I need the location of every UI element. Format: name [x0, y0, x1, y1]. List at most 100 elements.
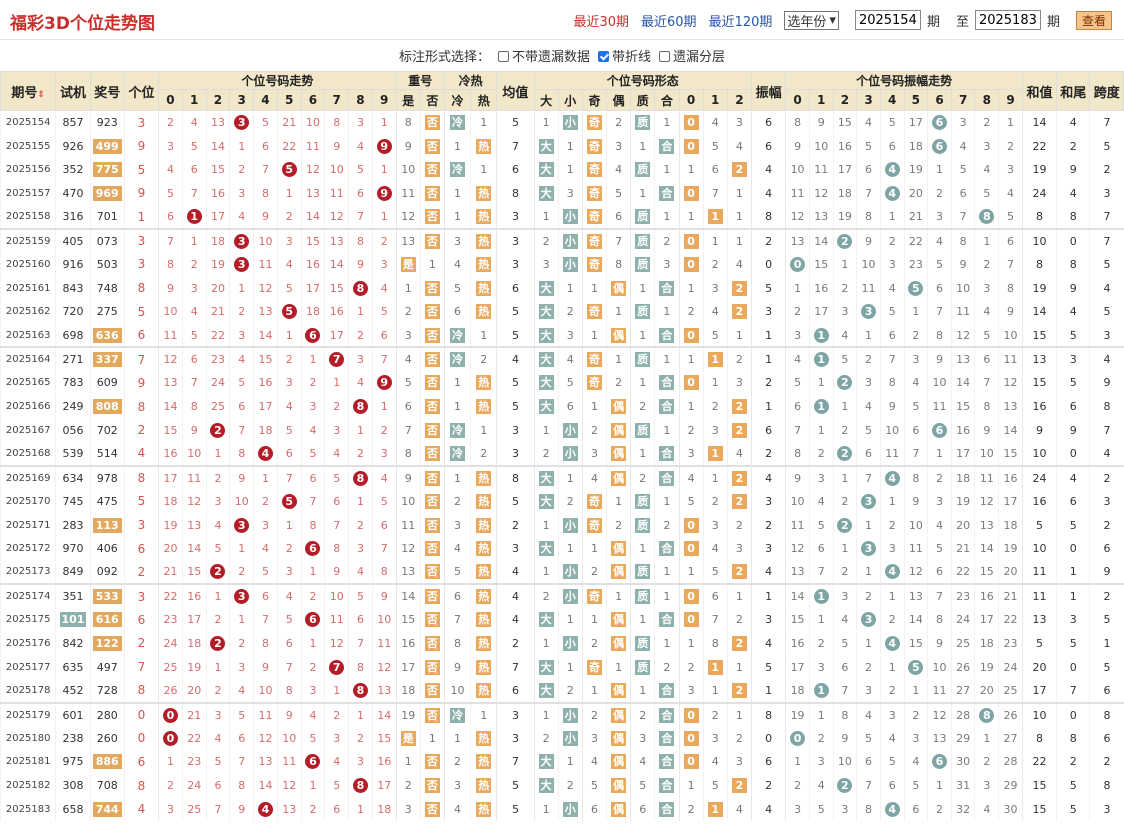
option-omission-layer[interactable]: 遗漏分层: [659, 46, 725, 65]
amp-trend-cell: 12: [974, 489, 999, 514]
amp-trend-cell: 2: [927, 181, 952, 206]
route-cell: 2: [726, 560, 752, 585]
trend-cell: 12: [371, 655, 397, 679]
amp-trend-cell: 1: [903, 679, 928, 703]
amp-trend-cell: 16: [998, 464, 1023, 490]
trend-cell: 8: [229, 442, 254, 466]
gw-cell: 3: [123, 110, 159, 135]
amp-trend-cell: 3: [856, 300, 881, 324]
trend-cell: 6: [300, 607, 325, 632]
pr-cell-mark: 合: [659, 470, 675, 486]
trend-cell: 19: [158, 513, 183, 537]
kj-cell: 406: [89, 536, 125, 561]
pa-cell: 偶: [606, 750, 631, 774]
option-no-omission[interactable]: 不带遗漏数据: [497, 46, 590, 65]
amp-trend-cell: 12: [998, 371, 1023, 395]
hotcold-cell: 3: [443, 513, 471, 537]
amp-trend-cell: 19: [785, 701, 810, 727]
hotcold-cell: 6: [443, 583, 471, 608]
link-recent-120[interactable]: 最近120期: [708, 14, 773, 30]
option-with-line[interactable]: 带折线: [598, 46, 651, 65]
pa-cell: 2: [581, 701, 607, 727]
amp-trend-cell: 25: [998, 679, 1023, 703]
sz-cell-mark: 大: [538, 327, 554, 343]
route-cell: 2: [726, 773, 752, 798]
span-cell: 5: [1089, 300, 1124, 324]
amp-trend-cell-mark: 0: [790, 256, 806, 272]
gw-cell: 9: [123, 134, 159, 158]
repeat-cell: 11: [395, 513, 421, 537]
route-cell: 5: [702, 323, 728, 348]
table-row: 2025174 351 533 3 22 16 1 3 6 4 2 10 5 9 14 否 6 热 4 2 小奇 1 质 1 0…: [0, 583, 1124, 608]
sz-cell-mark: 小: [562, 115, 578, 131]
route-cell: 0: [678, 134, 704, 158]
to-period-input[interactable]: [974, 10, 1041, 30]
trend-cell: 15: [371, 726, 397, 751]
amp-digit-2: 2: [832, 89, 858, 111]
amp-trend-cell-mark: 1: [813, 682, 829, 698]
trend-digit-8: 8: [348, 89, 373, 111]
hotcold-cell: 2: [470, 346, 497, 372]
hotcold-cell: 冷: [443, 701, 471, 727]
from-period-input[interactable]: [854, 10, 921, 30]
amp-trend-cell-mark: 5: [908, 659, 924, 675]
pr-cell: 合: [654, 679, 679, 703]
trend-cell: 6: [181, 346, 207, 372]
header-period[interactable]: 期号⇕: [0, 71, 57, 111]
trend-cell: 5: [371, 300, 397, 324]
amp-cell: 0: [750, 726, 786, 751]
hotcold-cell-mark: 热: [476, 635, 492, 651]
amp-trend-cell: 2: [808, 631, 834, 656]
amp-trend-cell: 6: [856, 750, 881, 774]
view-button[interactable]: 查看: [1075, 10, 1112, 30]
checkbox-omission-layer[interactable]: [659, 51, 671, 62]
checkbox-with-line[interactable]: [598, 51, 609, 62]
trend-cell: 15: [205, 157, 230, 182]
repeat-cell: 否: [419, 489, 445, 514]
trend-cell: 1: [229, 536, 254, 561]
pr-cell-mark: 合: [659, 541, 675, 557]
trend-cell: 7: [300, 489, 325, 514]
repeat-cell-mark: 否: [424, 682, 440, 698]
route-cell-mark: 2: [731, 470, 747, 486]
route-cell-mark: 2: [731, 422, 747, 438]
amp-trend-cell: 11: [785, 513, 810, 537]
sort-icon[interactable]: ⇕: [37, 89, 45, 100]
pr-cell-mark: 合: [659, 375, 675, 391]
repeat-cell: 15: [395, 607, 421, 632]
year-select[interactable]: 选年份 ▾: [784, 10, 839, 30]
amp-trend-cell: 19: [903, 157, 928, 182]
pa-cell: 4: [606, 157, 631, 182]
amp-cell: 4: [750, 797, 786, 822]
trend-cell: 1: [300, 346, 325, 372]
pr-cell-mark: 质: [635, 256, 651, 272]
tail-cell: 1: [1056, 560, 1090, 585]
pa-cell-mark: 奇: [586, 375, 602, 391]
repeat-cell-mark: 否: [424, 659, 440, 675]
trend-cell: 6: [300, 323, 325, 348]
table-row: 2025167 056 702 2 15 9 2 7 18 5 4 3 1 2 7 否冷 1 3 1 小 2 偶质 1 2 3 2…: [0, 418, 1124, 443]
amp-trend-cell-mark: 4: [884, 635, 900, 651]
checkbox-no-omission[interactable]: [497, 51, 509, 62]
sz-cell: 小: [557, 252, 583, 277]
amp-trend-cell: 1: [903, 300, 928, 324]
link-recent-30[interactable]: 最近30期: [573, 14, 630, 30]
link-recent-60[interactable]: 最近60期: [641, 14, 697, 30]
header-tail: 和尾: [1056, 71, 1091, 111]
small-label: 小: [557, 89, 583, 111]
amp-cell: 2: [750, 513, 786, 537]
trend-cell: 3: [158, 797, 183, 822]
amp-trend-cell: 16: [808, 276, 834, 300]
trend-cell: 6: [229, 726, 254, 751]
amp-trend-cell: 4: [879, 276, 905, 300]
sum-cell: 24: [1021, 181, 1057, 206]
pa-cell: 偶: [606, 464, 631, 490]
pa-cell: 偶: [606, 726, 631, 751]
trend-cell: 8: [348, 655, 373, 679]
trend-cell: 11: [371, 631, 397, 656]
amp-trend-cell: 28: [950, 701, 975, 727]
amp-trend-cell: 29: [998, 773, 1023, 798]
amp-trend-cell: 27: [998, 726, 1023, 751]
top-bar: 福彩3D个位走势图 最近30期 最近60期 最近120期 选年份▾ 期 至 期 …: [0, 0, 1124, 40]
pr-cell: 2: [654, 513, 679, 537]
